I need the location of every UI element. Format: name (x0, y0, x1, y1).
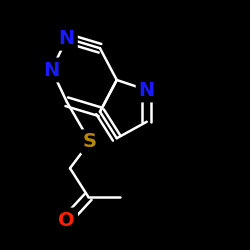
Text: N: N (58, 29, 75, 48)
Text: N: N (44, 60, 60, 80)
Text: O: O (58, 210, 75, 230)
Text: S: S (83, 132, 97, 151)
Text: N: N (138, 80, 155, 100)
